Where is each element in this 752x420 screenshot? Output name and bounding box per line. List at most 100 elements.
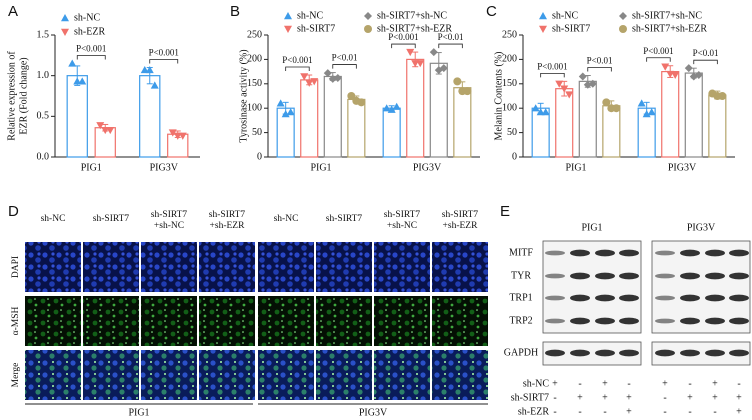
- y-tick-label: 200: [247, 54, 262, 65]
- column-header: sh-SIRT7: [151, 210, 188, 220]
- legend-marker: [539, 25, 547, 33]
- data-point: [647, 108, 656, 116]
- micrograph: [316, 350, 372, 400]
- micrograph: [432, 242, 488, 292]
- y-tick-label: 1.0: [37, 70, 50, 81]
- condition-sign: -: [663, 392, 666, 403]
- data-point: [286, 108, 295, 116]
- data-point: [78, 77, 87, 85]
- blot-band: [705, 249, 725, 257]
- significance-bracket: [438, 43, 463, 49]
- blot-band: [570, 272, 590, 280]
- bar: [406, 58, 425, 158]
- condition-sign: +: [687, 392, 693, 403]
- blot-band: [680, 294, 700, 302]
- significance-label: P<0.001: [149, 48, 179, 58]
- data-point: [602, 98, 611, 107]
- blot-band: [729, 249, 749, 257]
- column-header: sh-SIRT7: [93, 214, 130, 224]
- condition-label: sh-NC: [523, 378, 549, 389]
- data-point: [536, 108, 545, 116]
- legend-label: sh-SIRT7+sh-EZR: [632, 23, 707, 34]
- data-point: [671, 71, 680, 80]
- data-point: [463, 87, 472, 96]
- significance-bracket: [540, 72, 565, 78]
- significance-bracket: [693, 59, 718, 65]
- data-point: [150, 81, 159, 89]
- blot-frame: [651, 341, 751, 366]
- blot-band: [729, 294, 749, 302]
- legend-label: sh-SIRT7: [552, 23, 590, 34]
- bar: [429, 62, 448, 158]
- condition-sign: +: [712, 378, 718, 389]
- blot-band: [570, 317, 590, 325]
- protein-label: MITF: [509, 247, 533, 258]
- blot-band: [570, 249, 590, 257]
- data-point: [300, 73, 309, 81]
- blot-band: [595, 294, 615, 302]
- bar: [555, 88, 574, 158]
- y-tick-label: 200: [502, 54, 517, 65]
- x-tick-label: PIG1: [81, 162, 102, 173]
- legend-label: sh-NC: [552, 10, 578, 21]
- significance-bracket: [646, 57, 671, 62]
- legend-label: sh-SIRT7+sh-NC: [632, 10, 702, 21]
- data-point: [387, 105, 396, 113]
- data-point: [106, 126, 115, 135]
- data-point: [347, 92, 356, 100]
- legend-label: sh-NC: [74, 12, 100, 23]
- data-point: [637, 99, 646, 107]
- condition-sign: +: [602, 378, 608, 389]
- blot-band: [729, 272, 749, 280]
- data-point: [661, 63, 670, 71]
- y-tick-label: 50: [252, 127, 262, 138]
- condition-sign: -: [663, 406, 666, 417]
- micrograph: [83, 296, 139, 346]
- data-point: [439, 64, 448, 73]
- condition-sign: +: [552, 378, 558, 389]
- data-point: [453, 77, 462, 86]
- blot-band: [619, 317, 639, 325]
- row-label: Merge: [11, 363, 21, 388]
- x-tick-label: PIG3V: [413, 162, 442, 173]
- blot-band: [729, 349, 749, 357]
- significance-bracket: [285, 66, 310, 72]
- data-point: [612, 104, 621, 113]
- micrograph: [374, 296, 430, 346]
- condition-sign: +: [577, 392, 583, 403]
- condition-sign: +: [626, 406, 632, 417]
- significance-label: P<0.01: [438, 32, 464, 42]
- condition-sign: +: [712, 392, 718, 403]
- column-header: sh-SIRT7: [442, 210, 479, 220]
- bar: [347, 98, 366, 158]
- protein-label: TRP2: [509, 315, 532, 326]
- legend-label: sh-NC: [297, 10, 323, 21]
- blot-band: [655, 273, 675, 279]
- legend-marker: [539, 12, 547, 20]
- significance-label: P<0.01: [693, 48, 719, 58]
- column-header: sh-SIRT7: [326, 214, 363, 224]
- bar: [531, 107, 550, 158]
- data-point: [555, 80, 564, 88]
- blot-band: [595, 272, 615, 280]
- data-point: [718, 92, 727, 100]
- condition-sign: +: [736, 392, 742, 403]
- y-tick-label: 0: [257, 151, 262, 162]
- micrograph: [316, 242, 372, 292]
- blot-band: [595, 317, 615, 325]
- column-header: sh-SIRT7: [209, 210, 246, 220]
- micrograph: [316, 296, 372, 346]
- y-tick-label: 0.5: [37, 111, 50, 122]
- panel-label: D: [8, 203, 19, 220]
- blot-frame: [542, 341, 642, 366]
- blot-band: [619, 249, 639, 257]
- micrograph: [432, 296, 488, 346]
- x-tick-label: PIG1: [310, 162, 331, 173]
- y-tick-label: 1.5: [37, 29, 50, 40]
- condition-sign: +: [736, 406, 742, 417]
- legend-marker: [619, 25, 627, 33]
- x-tick-label: PIG1: [565, 162, 586, 173]
- blot-band: [595, 249, 615, 257]
- bar: [578, 80, 597, 158]
- panel-label: E: [500, 203, 510, 220]
